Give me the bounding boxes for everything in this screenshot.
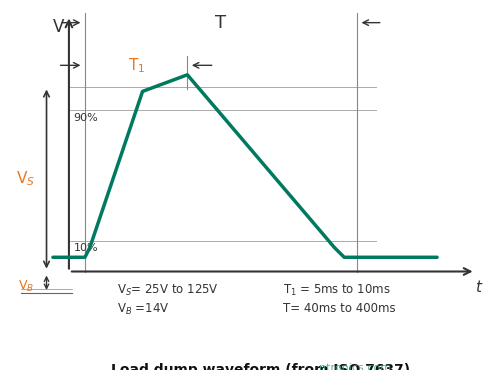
Text: V$_S$= 25V to 125V: V$_S$= 25V to 125V (117, 283, 219, 299)
Text: V: V (53, 18, 64, 36)
Text: T$_1$ = 5ms to 10ms: T$_1$ = 5ms to 10ms (283, 283, 391, 299)
Text: T: T (216, 14, 226, 32)
Text: 10%: 10% (74, 243, 98, 253)
Text: ntronics.com: ntronics.com (318, 363, 391, 370)
Text: 90%: 90% (74, 113, 98, 123)
Text: T$_1$: T$_1$ (127, 56, 145, 75)
Text: Load dump waveform (from ISO 7637): Load dump waveform (from ISO 7637) (111, 363, 411, 370)
Text: t: t (475, 280, 482, 295)
Text: T= 40ms to 400ms: T= 40ms to 400ms (283, 302, 396, 315)
Text: V$_S$: V$_S$ (16, 170, 35, 188)
Text: V$_B$ =14V: V$_B$ =14V (117, 302, 170, 317)
Text: V$_B$: V$_B$ (18, 279, 34, 295)
